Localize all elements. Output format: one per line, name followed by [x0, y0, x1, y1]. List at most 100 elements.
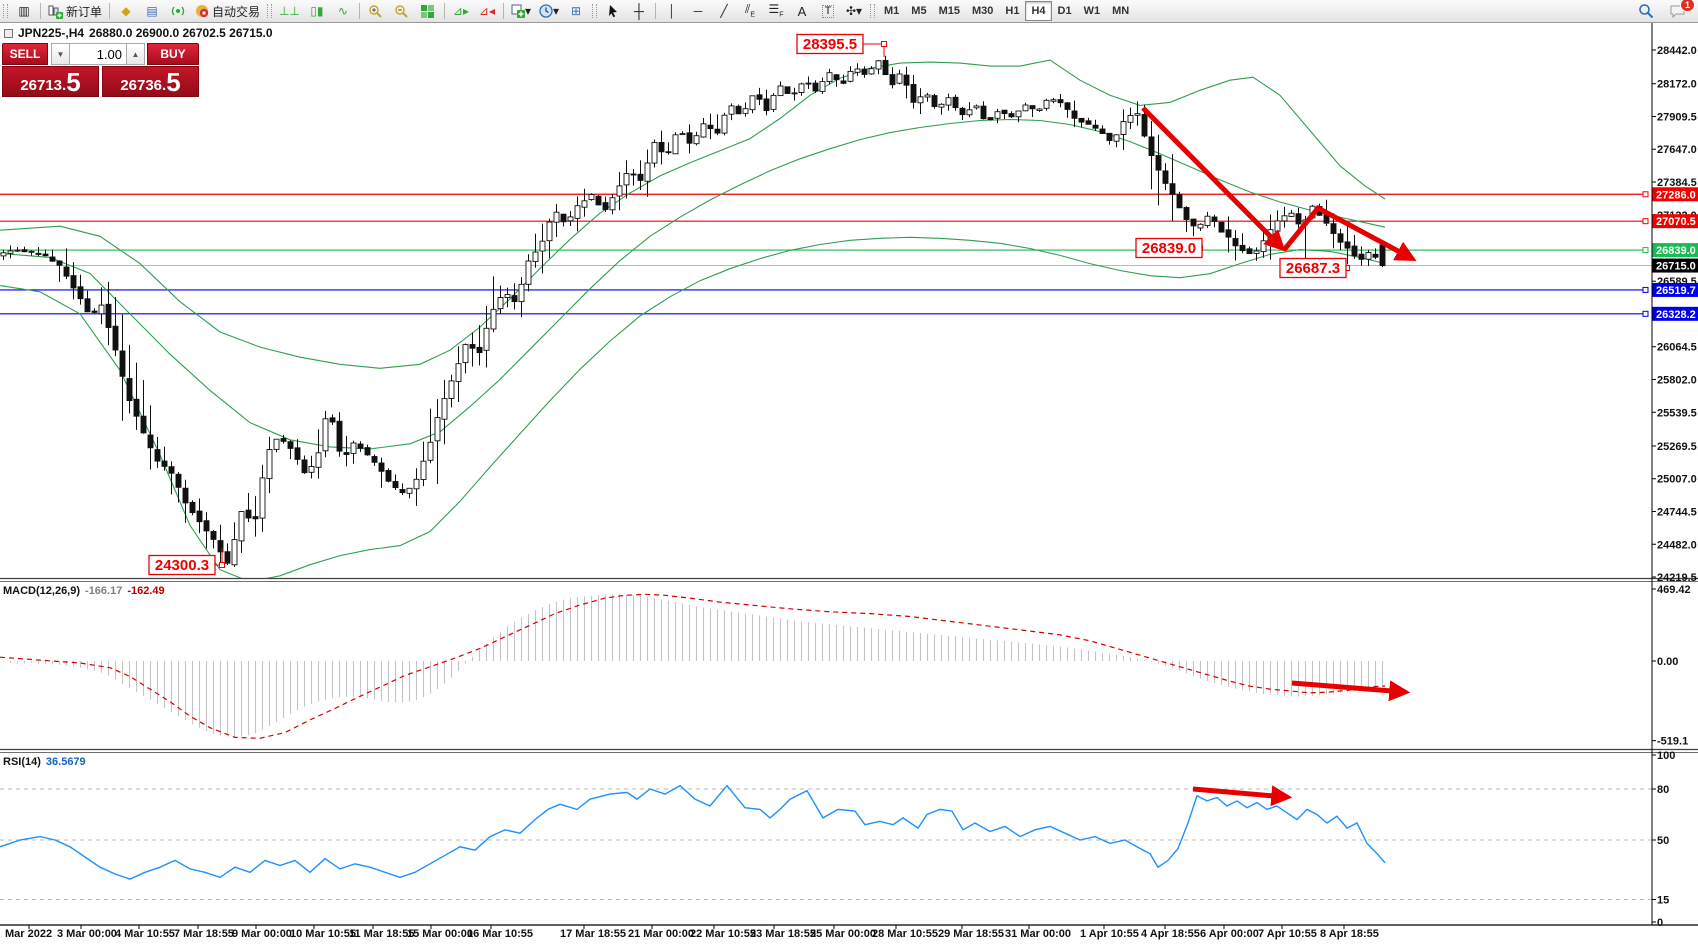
volume-decrease-button[interactable]: ▼	[51, 43, 70, 65]
sell-price-fraction: 5	[66, 70, 80, 94]
macd-indicator-label: MACD(12,26,9)-166.17-162.49	[3, 585, 165, 597]
svg-text:26839.0: 26839.0	[1656, 245, 1696, 257]
channel-icon[interactable]: ⫽E	[738, 1, 762, 21]
svg-text:16 Mar 10:55: 16 Mar 10:55	[467, 928, 533, 940]
bar-chart-icon[interactable]: ⊥⊥	[276, 1, 303, 21]
new-order-label: 新订单	[66, 3, 102, 20]
svg-text:22 Mar 10:55: 22 Mar 10:55	[690, 928, 756, 940]
sell-button[interactable]: SELL	[2, 43, 48, 65]
label-icon[interactable]: T	[816, 1, 840, 21]
tf-h4[interactable]: H4	[1025, 1, 1051, 21]
trendline-icon[interactable]: ╱	[712, 1, 736, 21]
tf-m15[interactable]: M15	[933, 1, 966, 21]
buy-price-fraction: 5	[166, 70, 180, 94]
ohlc-values: 26880.0 26900.0 26702.5 26715.0	[89, 26, 273, 40]
macd-main-value: -166.17	[85, 585, 122, 597]
svg-text:15 Mar 00:00: 15 Mar 00:00	[407, 928, 473, 940]
tf-d1[interactable]: D1	[1052, 1, 1078, 21]
zoom-in-icon[interactable]	[364, 1, 388, 21]
svg-text:24219.5: 24219.5	[1657, 572, 1697, 584]
svg-text:26519.7: 26519.7	[1656, 285, 1696, 297]
rsi-line	[0, 786, 1385, 880]
tf-m30[interactable]: M30	[966, 1, 999, 21]
cursor-icon[interactable]	[601, 1, 625, 21]
crosshair-icon[interactable]: ┼	[627, 1, 651, 21]
vertical-line-icon[interactable]: │	[660, 1, 684, 21]
templates-icon[interactable]: ⊞	[564, 1, 588, 21]
hline-handle	[1643, 248, 1648, 253]
svg-text:17 Mar 18:55: 17 Mar 18:55	[560, 928, 626, 940]
new-chart-icon	[511, 4, 525, 18]
line-chart-icon[interactable]: ∿	[331, 1, 355, 21]
svg-text:80: 80	[1657, 784, 1669, 796]
svg-text:0.00: 0.00	[1657, 656, 1678, 668]
one-click-trading-panel: SELL ▼ ▲ BUY 26713.5 26736.5	[2, 43, 199, 97]
text-icon[interactable]: A	[790, 1, 814, 21]
auto-arrange-icon[interactable]: ⊿▸	[449, 1, 473, 21]
fibonacci-icon[interactable]: ☰F	[764, 1, 788, 21]
chat-badge: 1	[1680, 0, 1695, 12]
price-axis: 28442.028172.027909.527647.027384.527122…	[1652, 45, 1698, 929]
svg-text:25802.0: 25802.0	[1657, 375, 1697, 387]
svg-text:7 Apr 10:55: 7 Apr 10:55	[1258, 928, 1317, 940]
hline-handle	[1643, 192, 1648, 197]
autotrading-button[interactable]: 自动交易	[192, 1, 263, 21]
svg-text:23 Mar 18:55: 23 Mar 18:55	[750, 928, 816, 940]
signal-icon	[171, 4, 185, 18]
tf-mn[interactable]: MN	[1106, 1, 1135, 21]
clock-icon	[539, 4, 553, 18]
tf-m5[interactable]: M5	[905, 1, 932, 21]
svg-text:50: 50	[1657, 835, 1669, 847]
chart-shift-icon[interactable]: ⊿◂	[475, 1, 499, 21]
svg-text:27384.5: 27384.5	[1657, 177, 1697, 189]
svg-text:29 Mar 18:55: 29 Mar 18:55	[938, 928, 1004, 940]
charts-icon[interactable]: ▥	[12, 1, 36, 21]
search-icon	[1638, 3, 1654, 19]
svg-text:0: 0	[1657, 917, 1663, 929]
tf-w1[interactable]: W1	[1078, 1, 1107, 21]
svg-text:27286.0: 27286.0	[1656, 189, 1696, 201]
rsi-indicator-label: RSI(14)36.5679	[3, 756, 86, 768]
tf-h1[interactable]: H1	[999, 1, 1025, 21]
sell-price-button[interactable]: 26713.5	[2, 66, 99, 97]
chat-button[interactable]: 1	[1665, 1, 1689, 21]
chart-symbol-marker	[4, 29, 13, 38]
signals-icon[interactable]	[166, 1, 190, 21]
hline-handle	[1643, 311, 1648, 316]
search-button[interactable]	[1634, 1, 1658, 21]
candlestick-icon[interactable]: ▯▮	[305, 1, 329, 21]
macd-histogram	[4, 594, 1383, 737]
svg-text:27647.0: 27647.0	[1657, 144, 1697, 156]
svg-text:24744.5: 24744.5	[1657, 506, 1697, 518]
annotation-text: 24300.3	[155, 557, 209, 574]
buy-price-button[interactable]: 26736.5	[102, 66, 199, 97]
volume-input[interactable]	[70, 43, 126, 65]
zoom-out-icon[interactable]	[390, 1, 414, 21]
buy-button[interactable]: BUY	[147, 43, 199, 65]
svg-text:28 Mar 10:55: 28 Mar 10:55	[872, 928, 938, 940]
candles-layer	[1, 56, 1385, 567]
new-chart-button[interactable]: ▾	[508, 1, 534, 21]
svg-text:-519.1: -519.1	[1657, 736, 1688, 748]
volume-increase-button[interactable]: ▲	[126, 43, 145, 65]
symbols-icon[interactable]: ◆	[114, 1, 138, 21]
svg-text:8 Apr 18:55: 8 Apr 18:55	[1320, 928, 1379, 940]
main-toolbar: ▥ 新订单 ◆ ▤ 自动交易 ⊥⊥ ▯▮ ∿ ⊿▸ ⊿◂ ▾ ▾ ⊞ ┼ │	[0, 0, 1698, 23]
new-order-button[interactable]: 新订单	[45, 1, 105, 21]
market-watch-icon[interactable]: ▤	[140, 1, 164, 21]
svg-text:7 Mar 18:55: 7 Mar 18:55	[174, 928, 234, 940]
horizontal-line-icon[interactable]: ─	[686, 1, 710, 21]
svg-text:28442.0: 28442.0	[1657, 45, 1697, 57]
profiles-button[interactable]: ▾	[536, 1, 562, 21]
svg-text:469.42: 469.42	[1657, 584, 1691, 596]
tf-m1[interactable]: M1	[878, 1, 905, 21]
svg-text:25 Mar 00:00: 25 Mar 00:00	[810, 928, 876, 940]
chart-title: JPN225-,H4 26880.0 26900.0 26702.5 26715…	[4, 26, 273, 40]
arrows-icon[interactable]: ✣▾	[842, 1, 866, 21]
annotation-text: 26839.0	[1142, 240, 1196, 257]
tile-windows-icon[interactable]	[416, 1, 440, 21]
buy-price: 26736.	[120, 77, 166, 94]
